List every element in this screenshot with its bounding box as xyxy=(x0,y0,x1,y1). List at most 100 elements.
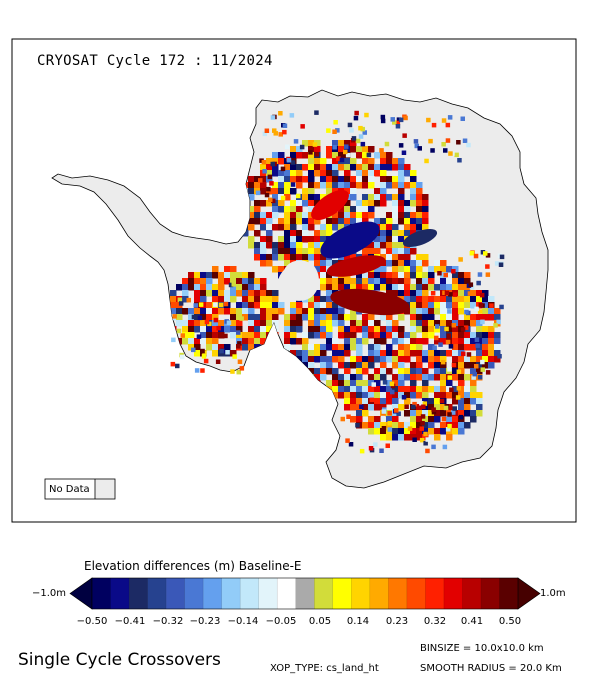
data-cell xyxy=(410,212,417,219)
data-cell xyxy=(428,266,435,273)
data-cell xyxy=(332,374,339,381)
data-cell xyxy=(368,248,375,255)
data-cell xyxy=(434,356,441,363)
data-cell xyxy=(386,332,393,339)
data-cell xyxy=(308,152,315,159)
data-cell xyxy=(206,278,213,285)
data-cell xyxy=(368,392,375,399)
data-cell xyxy=(290,218,297,225)
data-cell xyxy=(380,194,387,201)
data-cell xyxy=(194,320,201,327)
data-cell xyxy=(488,338,495,345)
data-cell xyxy=(302,194,309,201)
data-cell xyxy=(404,260,411,267)
data-cell xyxy=(464,404,471,411)
data-point xyxy=(474,306,479,312)
data-point xyxy=(362,130,367,135)
data-cell xyxy=(344,140,351,147)
data-cell xyxy=(188,320,195,327)
data-cell xyxy=(278,152,285,159)
colorbar-swatch xyxy=(480,578,500,609)
data-cell xyxy=(338,386,345,393)
data-cell xyxy=(236,332,243,339)
data-point xyxy=(296,170,302,175)
data-cell xyxy=(344,314,351,321)
data-cell xyxy=(254,296,261,303)
data-point xyxy=(396,411,401,416)
data-cell xyxy=(236,326,243,333)
data-cell xyxy=(356,152,363,159)
data-cell xyxy=(266,296,273,303)
data-cell xyxy=(356,350,363,357)
data-cell xyxy=(350,320,357,327)
data-cell xyxy=(344,170,351,177)
data-cell xyxy=(368,284,375,291)
data-cell xyxy=(260,176,267,183)
data-cell xyxy=(338,206,345,213)
colorbar-swatch xyxy=(499,578,519,609)
data-point xyxy=(447,367,452,372)
data-cell xyxy=(254,284,261,291)
data-cell xyxy=(404,338,411,345)
data-cell xyxy=(284,230,291,237)
data-cell xyxy=(272,290,279,297)
data-cell xyxy=(332,284,339,291)
data-cell xyxy=(350,146,357,153)
data-cell xyxy=(410,272,417,279)
data-cell xyxy=(284,248,291,255)
data-point xyxy=(455,395,461,400)
colorbar-tick-label: 0.23 xyxy=(385,616,409,627)
data-cell xyxy=(182,320,189,327)
data-cell xyxy=(290,164,297,171)
data-cell xyxy=(260,200,267,207)
data-cell xyxy=(314,320,321,327)
data-cell xyxy=(182,338,189,345)
data-cell xyxy=(416,302,423,309)
data-point xyxy=(448,151,453,156)
data-cell xyxy=(482,350,489,357)
data-cell xyxy=(422,194,429,201)
data-cell xyxy=(362,278,369,285)
data-point xyxy=(461,351,466,357)
data-cell xyxy=(260,284,267,291)
data-cell xyxy=(284,182,291,189)
data-cell xyxy=(458,290,465,297)
data-point xyxy=(176,328,182,334)
data-cell xyxy=(452,416,459,423)
data-cell xyxy=(392,362,399,369)
data-cell xyxy=(224,308,231,315)
colorbar-swatch xyxy=(110,578,130,609)
data-cell xyxy=(446,404,453,411)
data-cell xyxy=(344,398,351,405)
data-point xyxy=(449,387,454,392)
data-cell xyxy=(212,314,219,321)
data-cell xyxy=(392,158,399,165)
data-cell xyxy=(338,362,345,369)
data-cell xyxy=(410,296,417,303)
data-cell xyxy=(260,314,267,321)
data-cell xyxy=(326,278,333,285)
data-point xyxy=(497,354,502,359)
data-cell xyxy=(482,338,489,345)
data-cell xyxy=(464,302,471,309)
data-cell xyxy=(398,368,405,375)
data-cell xyxy=(482,314,489,321)
data-cell xyxy=(434,428,441,435)
data-cell xyxy=(332,260,339,267)
data-cell xyxy=(350,176,357,183)
data-cell xyxy=(302,344,309,351)
data-cell xyxy=(338,332,345,339)
data-cell xyxy=(446,284,453,291)
data-cell xyxy=(200,284,207,291)
data-cell xyxy=(398,260,405,267)
footer-title: Single Cycle Crossovers xyxy=(18,650,221,670)
data-cell xyxy=(332,164,339,171)
data-cell xyxy=(446,416,453,423)
data-cell xyxy=(422,374,429,381)
data-cell xyxy=(290,206,297,213)
data-cell xyxy=(212,290,219,297)
data-cell xyxy=(398,422,405,429)
data-cell xyxy=(254,218,261,225)
data-cell xyxy=(374,428,381,435)
data-cell xyxy=(206,314,213,321)
